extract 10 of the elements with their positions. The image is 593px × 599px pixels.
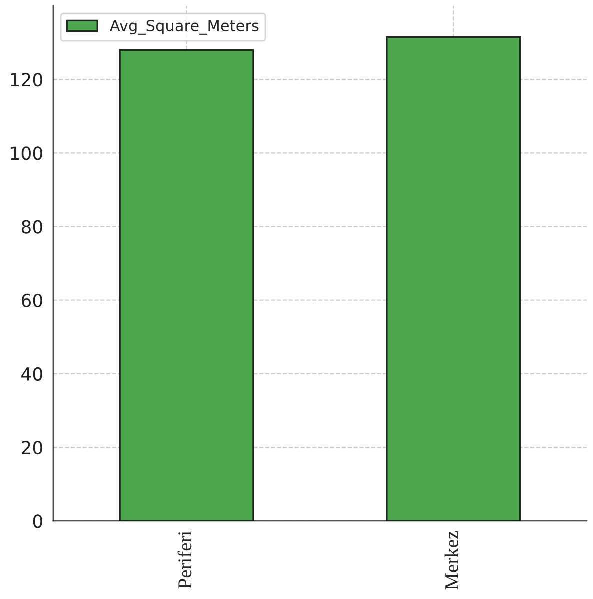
y-tick-label: 120 (11, 73, 42, 87)
legend-label: Avg_Square_Meters (110, 20, 259, 35)
y-tick-label: 60 (22, 294, 42, 308)
y-tick-label: 20 (22, 441, 42, 455)
y-tick-label: 40 (22, 367, 42, 382)
x-tick-label: Merkez (444, 531, 459, 590)
y-tick-label: 100 (11, 146, 42, 160)
x-tick-label: Periferi (178, 531, 192, 589)
y-tick-label: 0 (33, 514, 42, 528)
y-tick-label: 80 (22, 220, 42, 234)
